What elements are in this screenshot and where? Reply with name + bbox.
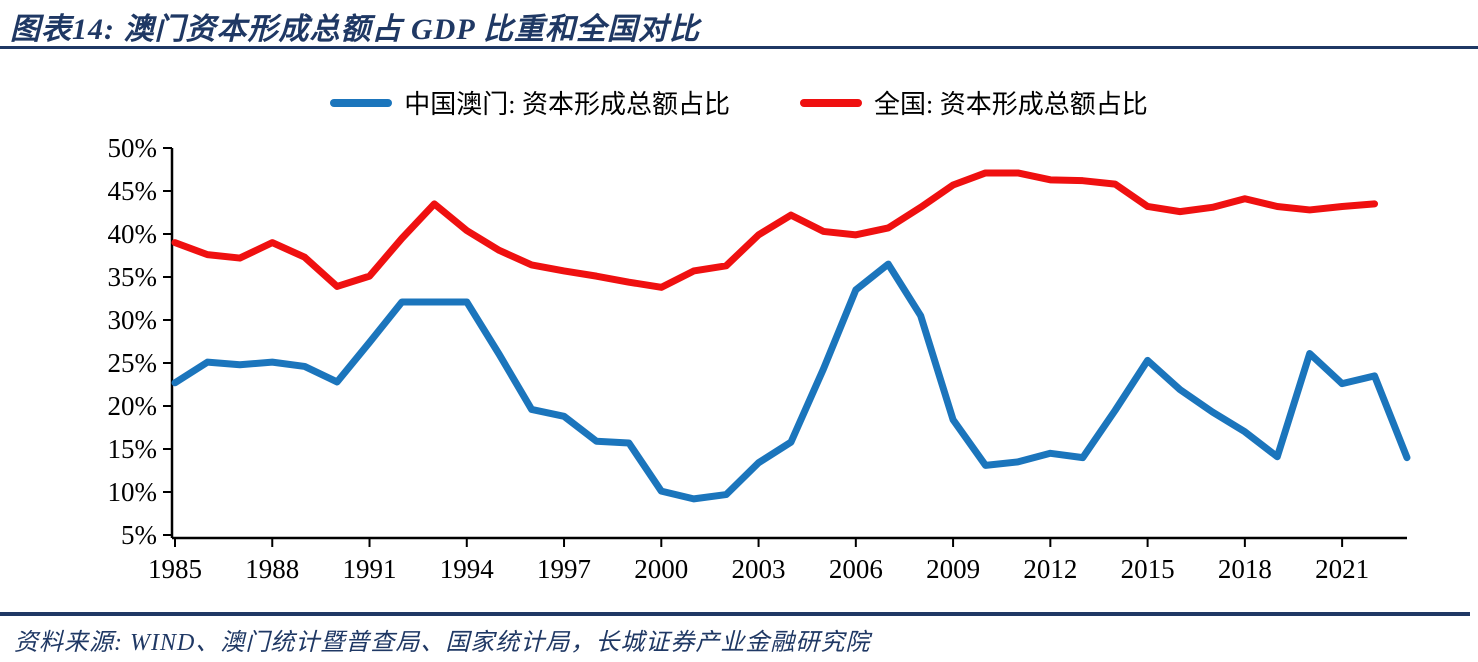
macau-series-swatch <box>330 98 393 107</box>
x-tick-label: 2009 <box>926 554 980 584</box>
national-series-swatch <box>800 98 862 107</box>
chart-title: 图表14: 澳门资本形成总额占 GDP 比重和全国对比 <box>10 13 701 46</box>
x-tick-label: 1994 <box>440 554 495 584</box>
y-tick-label: 15% <box>108 434 158 464</box>
y-tick-label: 35% <box>108 262 158 292</box>
y-tick-label: 20% <box>108 391 158 421</box>
line-chart: 5% 10% 15% 20% 25% 30% 35% 40% 45% 50% 1985 1988 199… <box>108 133 1411 584</box>
series-line-1 <box>171 169 1379 291</box>
series-line-0 <box>171 260 1411 503</box>
chart-legend: 中国澳门: 资本形成总额占比 全国: 资本形成总额占比 <box>0 84 1478 121</box>
x-tick-label: 2018 <box>1218 554 1272 584</box>
x-tick-label: 1988 <box>245 554 299 584</box>
x-tick-label: 2015 <box>1121 554 1175 584</box>
x-tick-label: 1997 <box>537 554 591 584</box>
y-tick-label: 30% <box>108 305 158 335</box>
x-tick-label: 2003 <box>732 554 786 584</box>
x-tick-label: 2000 <box>634 554 688 584</box>
x-tick-label: 1991 <box>343 554 397 584</box>
y-tick-label: 45% <box>108 176 158 206</box>
source-note: 资料来源: WIND、澳门统计暨普查局、国家统计局，长城证券产业金融研究院 <box>14 630 871 656</box>
x-tick-label: 2012 <box>1023 554 1077 584</box>
y-tick-label: 50% <box>108 133 158 163</box>
y-tick-label: 40% <box>108 219 158 249</box>
x-tick-label: 1985 <box>148 554 202 584</box>
x-tick-label: 2021 <box>1315 554 1369 584</box>
legend-label-macau: 中国澳门: 资本形成总额占比 <box>404 90 730 119</box>
y-tick-label: 5% <box>121 520 157 550</box>
title-underline-rule <box>0 46 1478 49</box>
y-tick-label: 10% <box>108 477 158 507</box>
legend-item-national: 全国: 资本形成总额占比 <box>800 84 1148 121</box>
legend-item-macau: 中国澳门: 资本形成总额占比 <box>330 84 730 121</box>
legend-label-national: 全国: 资本形成总额占比 <box>874 90 1148 119</box>
x-tick-label: 2006 <box>829 554 883 584</box>
y-tick-label: 25% <box>108 348 158 378</box>
footer-rule <box>0 612 1470 616</box>
